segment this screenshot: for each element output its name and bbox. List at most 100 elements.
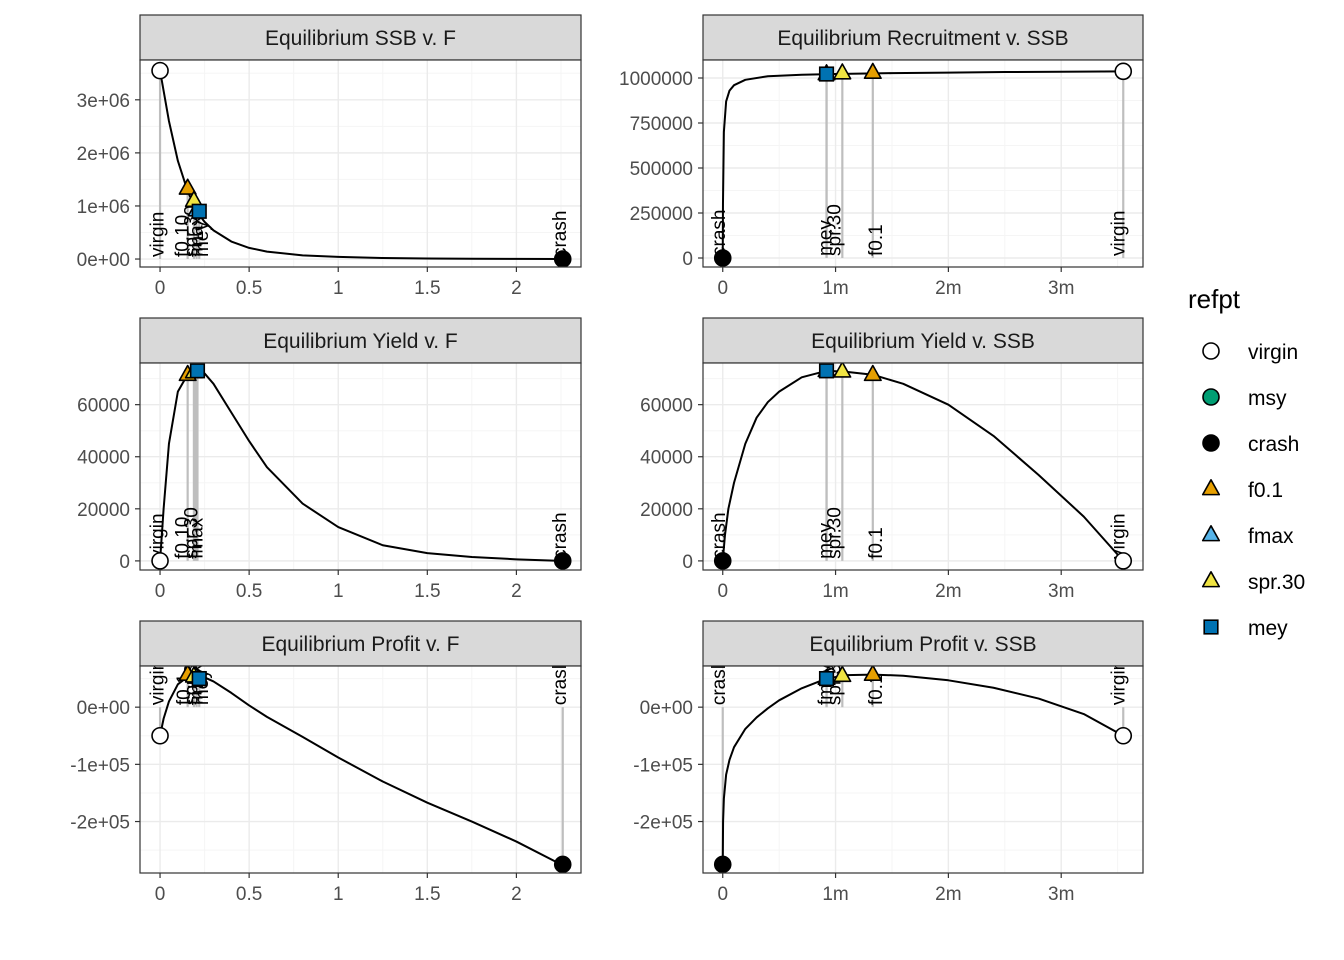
point-virgin bbox=[1114, 62, 1133, 81]
y-tick-label: 3e+06 bbox=[77, 91, 130, 112]
point-mey bbox=[818, 363, 835, 379]
legend-label: msy bbox=[1248, 387, 1287, 410]
legend-item-virgin: virgin bbox=[1202, 341, 1298, 364]
panel-border bbox=[139, 362, 582, 571]
refpt-label: virgin bbox=[1109, 211, 1130, 256]
equilibrium-curve bbox=[721, 673, 1124, 865]
x-tick-label: 2 bbox=[511, 581, 522, 602]
x-tick-label: 1 bbox=[333, 884, 344, 905]
point-mey bbox=[191, 203, 207, 219]
point-mey bbox=[189, 363, 206, 379]
point-f0.1 bbox=[863, 666, 882, 682]
facet-title: Equilibrium Yield v. SSB bbox=[811, 330, 1035, 353]
y-tick-label: 20000 bbox=[77, 500, 130, 521]
legend-key-fmax bbox=[1201, 525, 1221, 542]
point-mey bbox=[191, 670, 207, 687]
panel-background bbox=[703, 60, 1143, 267]
facet-strip bbox=[702, 317, 1144, 364]
refpt-label: spr.30 bbox=[181, 507, 202, 559]
refpt-label: f0.1 bbox=[866, 673, 887, 705]
refpt-label: fmax bbox=[187, 517, 208, 559]
panel-profit_ssb: Equilibrium Profit v. SSBcrashfmeyspr.30… bbox=[633, 620, 1144, 905]
x-tick-label: 0 bbox=[155, 581, 166, 602]
point-spr.30 bbox=[833, 63, 852, 80]
point-virgin bbox=[151, 726, 169, 745]
point-mey bbox=[818, 66, 835, 82]
legend-key-spr.30 bbox=[1201, 571, 1221, 588]
y-tick-label: 1000000 bbox=[619, 69, 693, 90]
legend-label: virgin bbox=[1248, 341, 1298, 364]
y-tick-label: 0 bbox=[682, 249, 693, 270]
y-tick-label: 0e+00 bbox=[77, 250, 130, 271]
legend-key-virgin bbox=[1202, 342, 1220, 360]
facet-title: Equilibrium SSB v. F bbox=[265, 27, 456, 50]
x-tick-label: 0 bbox=[155, 884, 166, 905]
legend-item-f0.1: f0.1 bbox=[1201, 479, 1283, 502]
point-virgin bbox=[151, 61, 169, 80]
refpt-label: fmax bbox=[187, 215, 208, 257]
refpt-label: mey bbox=[815, 522, 836, 558]
y-tick-label: 1e+06 bbox=[77, 197, 130, 218]
y-tick-label: 60000 bbox=[77, 396, 130, 417]
x-tick-label: 3m bbox=[1048, 884, 1074, 905]
facet-strip bbox=[139, 14, 582, 61]
facet-strip bbox=[139, 317, 582, 364]
x-tick-label: 2 bbox=[511, 884, 522, 905]
point-virgin bbox=[1114, 552, 1133, 570]
refpt-label: virgin bbox=[1109, 513, 1130, 558]
x-tick-label: 0 bbox=[155, 278, 166, 299]
legend-label: mey bbox=[1248, 617, 1288, 640]
x-tick-label: 3m bbox=[1048, 278, 1074, 299]
legend-item-msy: msy bbox=[1202, 387, 1287, 410]
y-tick-label: 20000 bbox=[640, 500, 693, 521]
equilibrium-curve bbox=[159, 70, 561, 261]
panel-border bbox=[702, 665, 1144, 874]
y-tick-label: 40000 bbox=[77, 448, 130, 469]
x-tick-label: 0.5 bbox=[236, 884, 262, 905]
refpt-label: mey bbox=[815, 220, 836, 256]
refpt-label: crash bbox=[709, 210, 730, 256]
legend-label: f0.1 bbox=[1248, 479, 1283, 502]
equilibrium-curve bbox=[721, 70, 1124, 259]
legend-key-mey bbox=[1203, 619, 1219, 635]
refpt-label: spr.30 bbox=[824, 507, 845, 559]
y-tick-label: 0e+00 bbox=[640, 698, 693, 719]
facet-title: Equilibrium Profit v. SSB bbox=[809, 633, 1036, 656]
point-mey bbox=[818, 670, 835, 687]
x-tick-label: 2 bbox=[511, 278, 522, 299]
x-tick-label: 1m bbox=[822, 581, 848, 602]
refpt-label: f0.1 bbox=[866, 527, 887, 559]
panel-border bbox=[139, 59, 582, 268]
refpt-label: crash bbox=[709, 512, 730, 558]
panel-yield_f: Equilibrium Yield v. F virgin f0.10spr.30f… bbox=[77, 317, 582, 602]
y-tick-label: 0 bbox=[119, 552, 130, 573]
legend-key-f0.1 bbox=[1201, 479, 1221, 496]
y-tick-label: -2e+05 bbox=[70, 813, 130, 834]
panel-rec_ssb: Equilibrium Recruitment v. SSB crash meysp… bbox=[619, 14, 1144, 299]
x-tick-label: 2m bbox=[935, 581, 961, 602]
point-crash bbox=[553, 552, 572, 570]
y-tick-label: 2e+06 bbox=[77, 144, 130, 165]
x-tick-label: 1m bbox=[822, 278, 848, 299]
facet-strip bbox=[139, 620, 582, 667]
legend-item-fmax: fmax bbox=[1201, 525, 1294, 548]
panel-border bbox=[702, 59, 1144, 268]
legend-title: refpt bbox=[1188, 284, 1241, 314]
panel-profit_f: Equilibrium Profit v. F virginf0.1spr.30f… bbox=[70, 620, 582, 905]
x-tick-label: 0.5 bbox=[236, 581, 262, 602]
equilibrium-curve bbox=[721, 369, 1125, 562]
legend-item-spr.30: spr.30 bbox=[1201, 571, 1305, 594]
refpt-label: crash bbox=[709, 659, 730, 705]
refpt-label: virgin bbox=[147, 212, 168, 257]
refpt-label: crash bbox=[550, 211, 571, 257]
panel-border bbox=[702, 362, 1144, 571]
panel-background bbox=[703, 666, 1143, 873]
x-tick-label: 0 bbox=[717, 278, 728, 299]
legend-key-crash bbox=[1202, 434, 1220, 452]
refpt-label: crash bbox=[550, 512, 571, 558]
refpt-label: virgin bbox=[147, 660, 168, 705]
